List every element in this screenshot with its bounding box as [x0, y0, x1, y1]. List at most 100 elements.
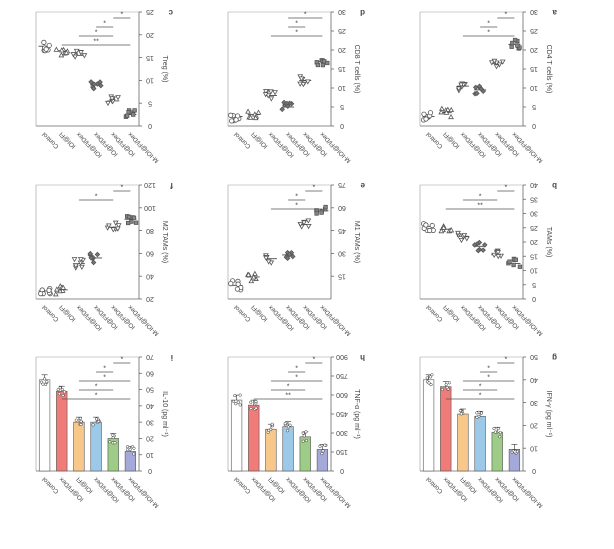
sig-label: * [103, 21, 106, 28]
data-point [58, 47, 65, 53]
sig-label: ** [477, 203, 483, 210]
data-point [250, 274, 257, 280]
data-point [88, 255, 94, 261]
panel-letter: i [171, 353, 173, 362]
data-point [429, 222, 435, 229]
data-point [228, 281, 234, 287]
data-point [229, 118, 235, 124]
sig-label: * [295, 203, 298, 210]
sig-label: * [504, 357, 507, 364]
data-point [515, 43, 520, 48]
data-point [319, 210, 324, 215]
data-point [286, 251, 293, 258]
y-axis-label: IL-10 (pg ml⁻¹) [161, 391, 168, 437]
y-tick-label: 40 [146, 272, 154, 279]
x-tick-label: IOI@Fl [442, 131, 461, 150]
y-tick-label: 50 [530, 353, 538, 360]
y-tick-label: 70 [146, 353, 154, 360]
y-tick-label: 40 [146, 402, 154, 409]
data-point [423, 116, 429, 122]
data-point [234, 286, 241, 292]
data-point [98, 82, 104, 89]
x-tick-label: M-IOI@Fl/Dex [510, 475, 544, 509]
data-point [481, 242, 488, 248]
data-point [323, 443, 327, 447]
data-point [109, 96, 115, 102]
data-point [73, 48, 80, 55]
data-point [126, 445, 130, 449]
sig-label: ** [285, 393, 291, 400]
y-tick-label: 15 [530, 65, 538, 72]
y-axis-label: Treg (%) [161, 56, 168, 83]
sig-label: * [479, 194, 482, 201]
data-point [493, 430, 497, 434]
data-point [79, 419, 83, 423]
data-point [495, 254, 502, 260]
x-tick-label: M-IOI@Fl/Dex [318, 130, 352, 164]
x-tick-label: IOI@Fl [58, 131, 77, 150]
y-axis-label: CD4 T cells (%) [545, 45, 552, 94]
data-point [421, 111, 427, 117]
data-point [267, 428, 271, 432]
data-point [232, 399, 236, 403]
y-tick-label: 15 [338, 65, 346, 72]
y-tick-label: 60 [146, 250, 154, 257]
data-point [112, 220, 119, 226]
data-point [57, 392, 61, 396]
data-point [245, 271, 252, 277]
bar [230, 399, 243, 472]
data-point [300, 82, 307, 88]
data-point [476, 83, 483, 89]
data-point [247, 114, 254, 120]
y-tick-label: 10 [146, 451, 154, 458]
data-point [479, 411, 484, 415]
data-point [249, 400, 253, 404]
data-point [105, 223, 112, 229]
sig-label: * [479, 393, 482, 400]
data-point [498, 431, 502, 435]
panel-d: 0 5 10 15 20 25 30 CD8 T cells (%) d ControlIOI@F… [227, 8, 365, 164]
sig-label: * [487, 30, 490, 37]
y-tick-label: 20 [146, 435, 154, 442]
data-point [425, 376, 429, 380]
x-tick-label: Control [41, 304, 60, 323]
data-point [254, 406, 258, 410]
data-point [427, 381, 431, 385]
data-point [513, 257, 519, 262]
data-point [58, 52, 65, 58]
data-point [474, 90, 480, 97]
y-tick-label: 10 [530, 444, 538, 451]
x-tick-label: M-IOI@Fl/Dex [510, 130, 544, 164]
y-tick-label: 10 [338, 84, 346, 91]
y-tick-label: 0 [532, 122, 536, 129]
panel-letter: b [552, 181, 557, 190]
sig-label: * [295, 21, 298, 28]
y-axis-label: M1 TAMs (%) [353, 221, 360, 263]
data-point [491, 252, 498, 259]
data-point [62, 390, 66, 394]
sig-label: * [120, 12, 123, 19]
x-tick-label: M-IOI@Fl/Dex [126, 303, 160, 337]
y-tick-label: 0 [148, 122, 152, 129]
sig-label: * [103, 375, 106, 382]
data-point [131, 445, 135, 449]
data-point [81, 53, 88, 59]
y-tick-label: 30 [530, 210, 538, 217]
sig-label: * [120, 185, 123, 192]
data-point [236, 400, 240, 404]
data-point [458, 237, 465, 244]
data-point [448, 113, 454, 120]
y-axis-label: CD8 T cells (%) [353, 45, 360, 94]
bar [265, 428, 277, 472]
y-tick-label: 20 [530, 46, 538, 53]
x-tick-label: M-IOI@Fl/Dex [126, 130, 160, 164]
data-point [302, 434, 306, 438]
data-point [509, 44, 514, 49]
panel-letter: a [552, 8, 557, 17]
data-point [72, 263, 79, 269]
x-tick-label: M-IOI@Fl/Dex [318, 475, 352, 509]
y-tick-label: 30 [338, 250, 346, 257]
